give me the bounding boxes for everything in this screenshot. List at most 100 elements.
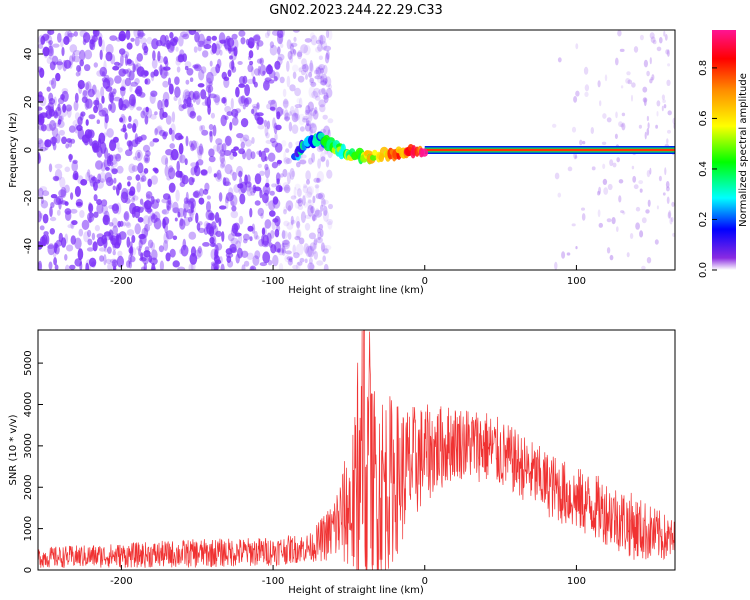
noise-blob	[318, 88, 326, 96]
noise-blob	[77, 79, 85, 90]
noise-blob	[290, 215, 294, 226]
noise-blob	[147, 178, 152, 188]
noise-blob	[56, 209, 61, 216]
noise-blob	[108, 104, 112, 112]
noise-blob	[179, 248, 184, 255]
noise-blob	[131, 165, 139, 172]
noise-blob	[138, 239, 143, 249]
noise-blob	[320, 75, 325, 83]
noise-blob	[278, 263, 284, 270]
signal-band	[291, 131, 675, 165]
noise-blob	[315, 67, 322, 75]
noise-blob	[131, 197, 135, 203]
noise-blob	[309, 108, 317, 117]
noise-blob	[641, 265, 646, 270]
noise-blob	[294, 236, 301, 241]
noise-blob	[114, 61, 120, 66]
noise-blob	[206, 35, 212, 42]
y-tick-label: 5000	[23, 350, 34, 375]
noise-blob	[639, 230, 644, 238]
noise-blob	[281, 229, 286, 240]
noise-blob	[71, 52, 76, 62]
noise-blob	[314, 209, 323, 218]
noise-blob	[292, 64, 299, 72]
noise-blob	[311, 152, 315, 163]
noise-blob	[197, 246, 202, 254]
noise-blob	[317, 192, 325, 200]
noise-blob	[44, 140, 49, 151]
snr-line	[38, 330, 675, 570]
noise-blob	[39, 225, 45, 231]
noise-blob	[202, 242, 210, 247]
noise-blob	[130, 37, 135, 42]
noise-blob	[293, 252, 300, 259]
noise-blob	[47, 30, 55, 35]
noise-blob	[106, 128, 114, 138]
noise-blob	[294, 87, 301, 97]
noise-blob	[72, 173, 77, 180]
noise-blob	[666, 196, 670, 204]
noise-blob	[144, 224, 151, 232]
noise-blob	[281, 240, 290, 245]
noise-blob	[178, 135, 184, 140]
noise-blob	[84, 98, 90, 110]
noise-blob	[60, 186, 67, 199]
noise-blob	[128, 94, 136, 106]
noise-blob	[229, 151, 235, 160]
noise-blob	[250, 191, 255, 196]
noise-blob	[38, 152, 41, 164]
noise-blob	[128, 254, 132, 265]
noise-blob	[274, 142, 283, 153]
noise-blob	[87, 238, 93, 246]
noise-blob	[49, 216, 57, 222]
noise-blob	[599, 100, 602, 107]
noise-blob	[99, 178, 105, 183]
noise-blob	[609, 254, 614, 261]
noise-blob	[99, 255, 105, 262]
noise-blob	[274, 60, 281, 70]
noise-blob	[163, 66, 171, 71]
noise-blob	[55, 72, 61, 82]
noise-blob	[645, 209, 650, 214]
noise-blob	[150, 257, 158, 265]
noise-blob	[259, 170, 265, 176]
x-tick-label: -200	[110, 276, 133, 287]
noise-blob	[244, 139, 252, 147]
figure-title: GN02.2023.244.22.29.C33	[269, 3, 443, 18]
noise-blob	[282, 168, 288, 178]
noise-blob	[136, 53, 143, 62]
noise-blob	[238, 148, 246, 155]
noise-blob	[277, 46, 281, 55]
noise-blob	[299, 257, 305, 263]
noise-blob	[257, 65, 261, 76]
noise-blob	[182, 238, 187, 251]
noise-blob	[302, 64, 309, 73]
noise-blob	[112, 250, 116, 256]
noise-blob	[583, 66, 589, 75]
noise-blob	[566, 252, 571, 256]
noise-blob	[201, 129, 209, 136]
noise-blob	[606, 117, 612, 123]
noise-blob	[136, 106, 143, 111]
noise-blob	[195, 212, 199, 224]
noise-blob	[208, 148, 215, 157]
noise-blob	[289, 105, 295, 116]
noise-blob	[220, 263, 225, 270]
noise-blob	[143, 168, 149, 174]
noise-blob	[310, 122, 317, 128]
noise-blob	[42, 190, 50, 197]
noise-blob	[178, 152, 183, 163]
noise-blob	[297, 50, 303, 60]
noise-blob	[662, 99, 666, 103]
noise-blob	[308, 109, 313, 122]
noise-blob	[626, 252, 630, 258]
noise-blob	[231, 116, 239, 126]
noise-blob	[289, 55, 294, 64]
noise-blob	[145, 106, 149, 113]
noise-blob	[240, 37, 246, 45]
noise-blob	[193, 46, 198, 53]
noise-blob	[40, 124, 47, 132]
noise-blob	[214, 96, 220, 106]
noise-blob	[304, 123, 312, 132]
